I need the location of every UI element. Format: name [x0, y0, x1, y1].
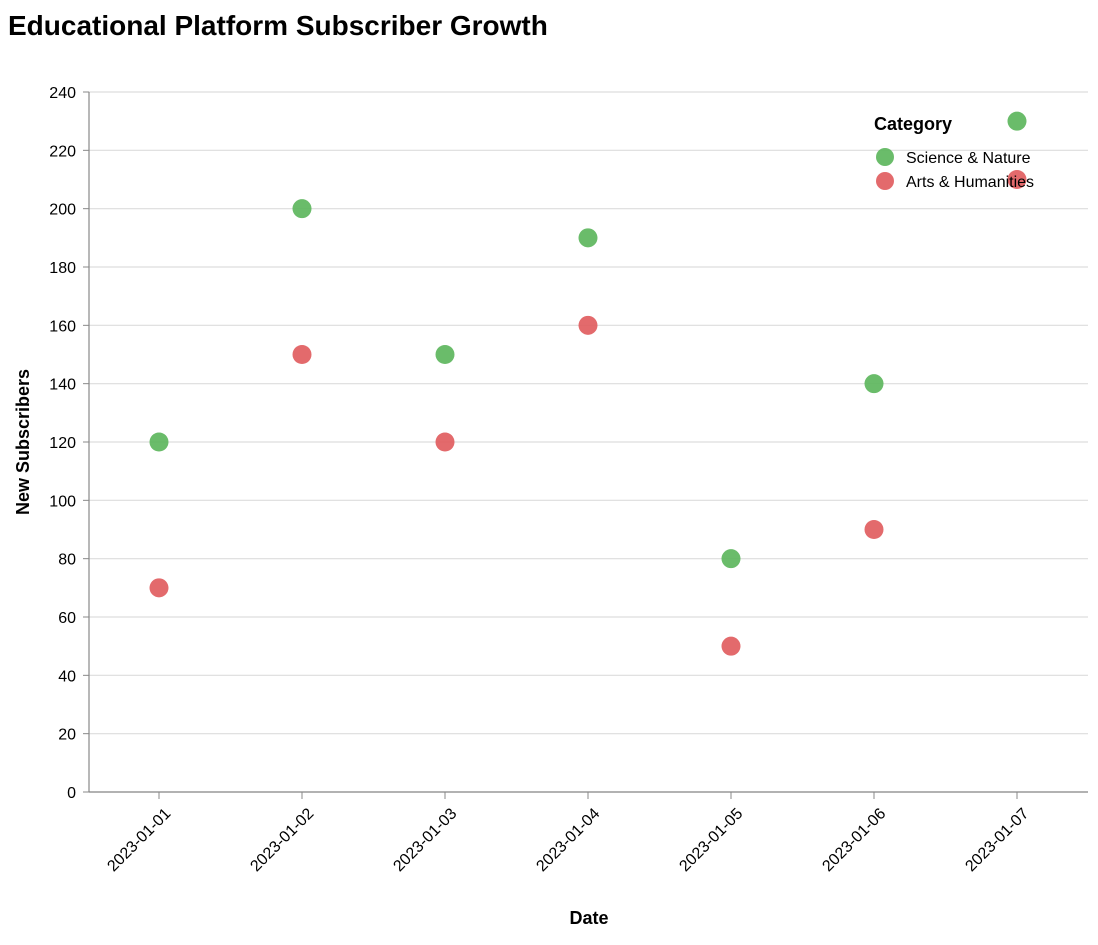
data-point [1007, 170, 1027, 189]
y-tick-label: 200 [49, 202, 76, 219]
y-tick-label: 40 [58, 668, 76, 685]
gridlines [89, 91, 1088, 793]
data-points [149, 111, 1027, 656]
y-tick-label: 140 [49, 377, 76, 394]
y-tick-label: 100 [49, 493, 76, 510]
x-tick-label: 2023-01-01 [104, 805, 174, 875]
x-axis: 2023-01-01 2023-01-02 2023-01-03 2023-01-04… [89, 791, 1088, 875]
y-tick-label: 20 [58, 727, 76, 744]
data-point [1007, 111, 1027, 131]
x-tick-label: 2023-01-05 [676, 805, 746, 875]
y-axis-title: New Subscribers [13, 369, 33, 515]
y-tick-label: 0 [67, 785, 76, 802]
legend-label: Arts & Humanities [906, 174, 1034, 191]
data-point [864, 374, 884, 394]
data-point [435, 432, 455, 452]
data-point [292, 199, 312, 219]
legend: Category Science & Nature Arts & Humaniti… [874, 114, 1034, 191]
legend-symbol [876, 148, 894, 166]
data-point [721, 636, 741, 656]
y-tick-label: 240 [49, 85, 76, 102]
y-tick-label: 220 [49, 143, 76, 160]
x-axis-title: Date [569, 908, 608, 928]
y-axis: 0 20 40 60 80 100 120 140 160 180 200 220 240 [49, 85, 90, 802]
data-point [578, 228, 598, 248]
y-tick-label: 160 [49, 318, 76, 335]
y-tick-label: 120 [49, 435, 76, 452]
x-tick-label: 2023-01-04 [533, 805, 603, 875]
data-point [435, 345, 455, 364]
data-point [149, 432, 169, 452]
y-tick-label: 60 [58, 610, 76, 627]
x-tick-label: 2023-01-06 [819, 805, 889, 875]
data-point [578, 315, 598, 335]
x-tick-label: 2023-01-07 [962, 805, 1032, 875]
legend-symbol [876, 172, 894, 190]
data-point [292, 345, 312, 364]
chart-title: Educational Platform Subscriber Growth [8, 10, 548, 41]
x-tick-label: 2023-01-03 [390, 805, 460, 875]
data-point [721, 549, 741, 569]
legend-label: Science & Nature [906, 150, 1031, 167]
y-tick-label: 80 [58, 552, 76, 569]
data-point [149, 578, 169, 598]
legend-title: Category [874, 114, 952, 134]
y-tick-label: 180 [49, 260, 76, 277]
data-point [864, 520, 884, 539]
x-tick-label: 2023-01-02 [247, 805, 317, 875]
